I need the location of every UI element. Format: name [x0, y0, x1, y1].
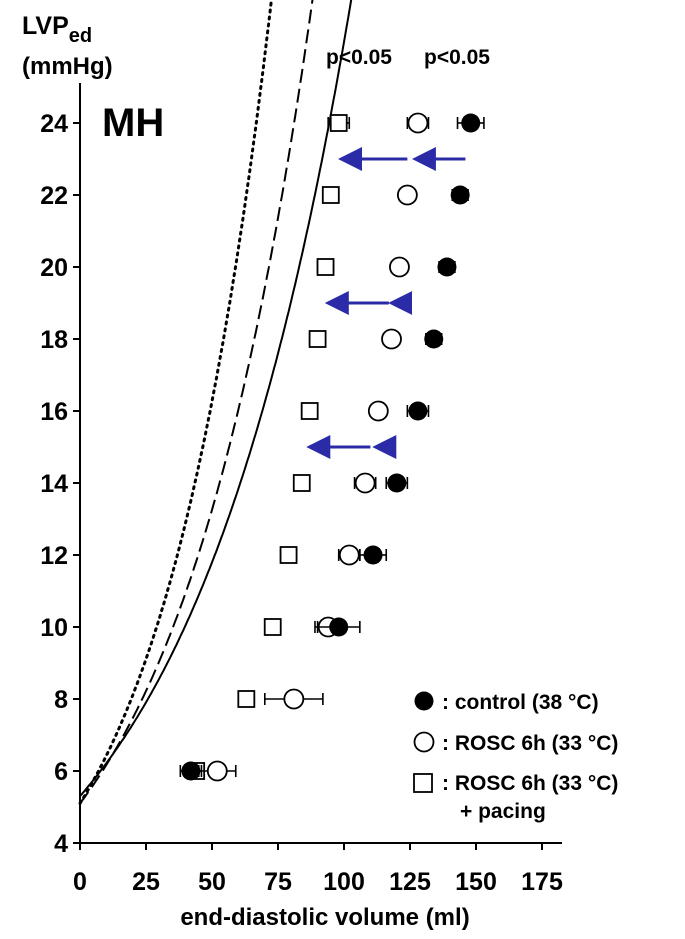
legend: : control (38 °C) : ROSC 6h (33 °C) : RO…: [413, 691, 618, 823]
y-tick-label: 12: [40, 542, 68, 570]
data-point-rosc: [381, 328, 402, 350]
fit-curves: [78, 0, 353, 805]
y-axis-label-sub: ed: [69, 25, 92, 47]
data-point-rosc: [407, 112, 429, 134]
y-axis-unit: (mmHg): [22, 53, 113, 80]
legend-label-rosc: : ROSC 6h (33 °C): [442, 732, 618, 755]
shift-arrows: [306, 147, 466, 459]
y-tick-label: 8: [54, 686, 68, 714]
data-point-rosc: [354, 472, 376, 494]
data-point-control: [363, 545, 383, 565]
p-value-annotation-2: p<0.05: [424, 46, 490, 69]
y-tick-label: 6: [54, 758, 68, 786]
data-point-rosc: [396, 184, 418, 206]
y-tick-label: 22: [40, 182, 68, 210]
data-point-control: [461, 113, 481, 133]
data-point-control: [329, 617, 349, 637]
data-point-rosc: [283, 688, 305, 710]
data-point-control: [450, 185, 470, 205]
legend-label-control: : control (38 °C): [442, 691, 599, 714]
y-axis-title: LVPed: [22, 12, 92, 47]
y-tick-label: 24: [40, 110, 68, 138]
x-tick-label: 50: [198, 868, 226, 896]
axes: [79, 83, 562, 844]
data-point-rosc: [206, 760, 228, 782]
data-point-rosc-pacing: [300, 402, 319, 420]
legend-label-rosc-pacing: : ROSC 6h (33 °C): [442, 772, 618, 795]
data-point-rosc: [367, 400, 389, 422]
data-point-rosc-pacing: [237, 690, 256, 708]
x-tick-label: 150: [455, 868, 497, 896]
x-tick-label: 25: [132, 868, 160, 896]
y-ticks: 4 6 8 10 12 14 16 18 20 22 24: [40, 110, 80, 858]
data-point-rosc: [338, 544, 360, 566]
y-tick-label: 14: [40, 470, 68, 498]
data-point-control: [408, 401, 428, 421]
data-point-rosc: [389, 256, 410, 278]
p-value-annotation-1: p<0.05: [326, 46, 392, 69]
legend-label-rosc-pacing-line2: + pacing: [460, 800, 546, 823]
x-tick-label: 175: [521, 868, 563, 896]
fit-curve-series-1: [79, 0, 314, 804]
legend-marker-rosc-pacing: [413, 773, 433, 793]
x-tick-label: 100: [323, 868, 365, 896]
panel-label: MH: [102, 101, 164, 145]
y-tick-label: 20: [40, 254, 68, 282]
y-tick-label: 16: [40, 398, 68, 426]
data-point-control: [181, 761, 201, 781]
data-point-rosc-pacing: [292, 474, 311, 492]
data-point-rosc-pacing: [279, 546, 298, 564]
data-point-rosc-pacing: [316, 258, 335, 276]
data-point-rosc-pacing: [308, 330, 327, 348]
data-point-control: [387, 473, 407, 493]
data-point-control: [424, 329, 444, 349]
y-tick-label: 18: [40, 326, 68, 354]
y-tick-label: 10: [40, 614, 68, 642]
x-ticks: 0 25 50 75 100 125 150 175: [73, 843, 563, 896]
y-axis-label-main: LVP: [22, 12, 69, 40]
legend-marker-control: [414, 691, 434, 711]
data-point-rosc-pacing: [321, 186, 340, 204]
data-point-rosc-pacing: [329, 114, 348, 132]
legend-marker-rosc: [413, 731, 435, 753]
data-point-control: [437, 257, 457, 277]
data-point-rosc-pacing: [263, 618, 282, 636]
y-tick-label: 4: [54, 830, 68, 858]
fit-curve-series-0: [79, 0, 353, 797]
x-tick-label: 125: [389, 868, 431, 896]
data-points: [179, 112, 485, 782]
x-axis-title: end-diastolic volume (ml): [180, 904, 469, 931]
x-tick-label: 75: [264, 868, 292, 896]
x-tick-label: 0: [73, 868, 87, 896]
